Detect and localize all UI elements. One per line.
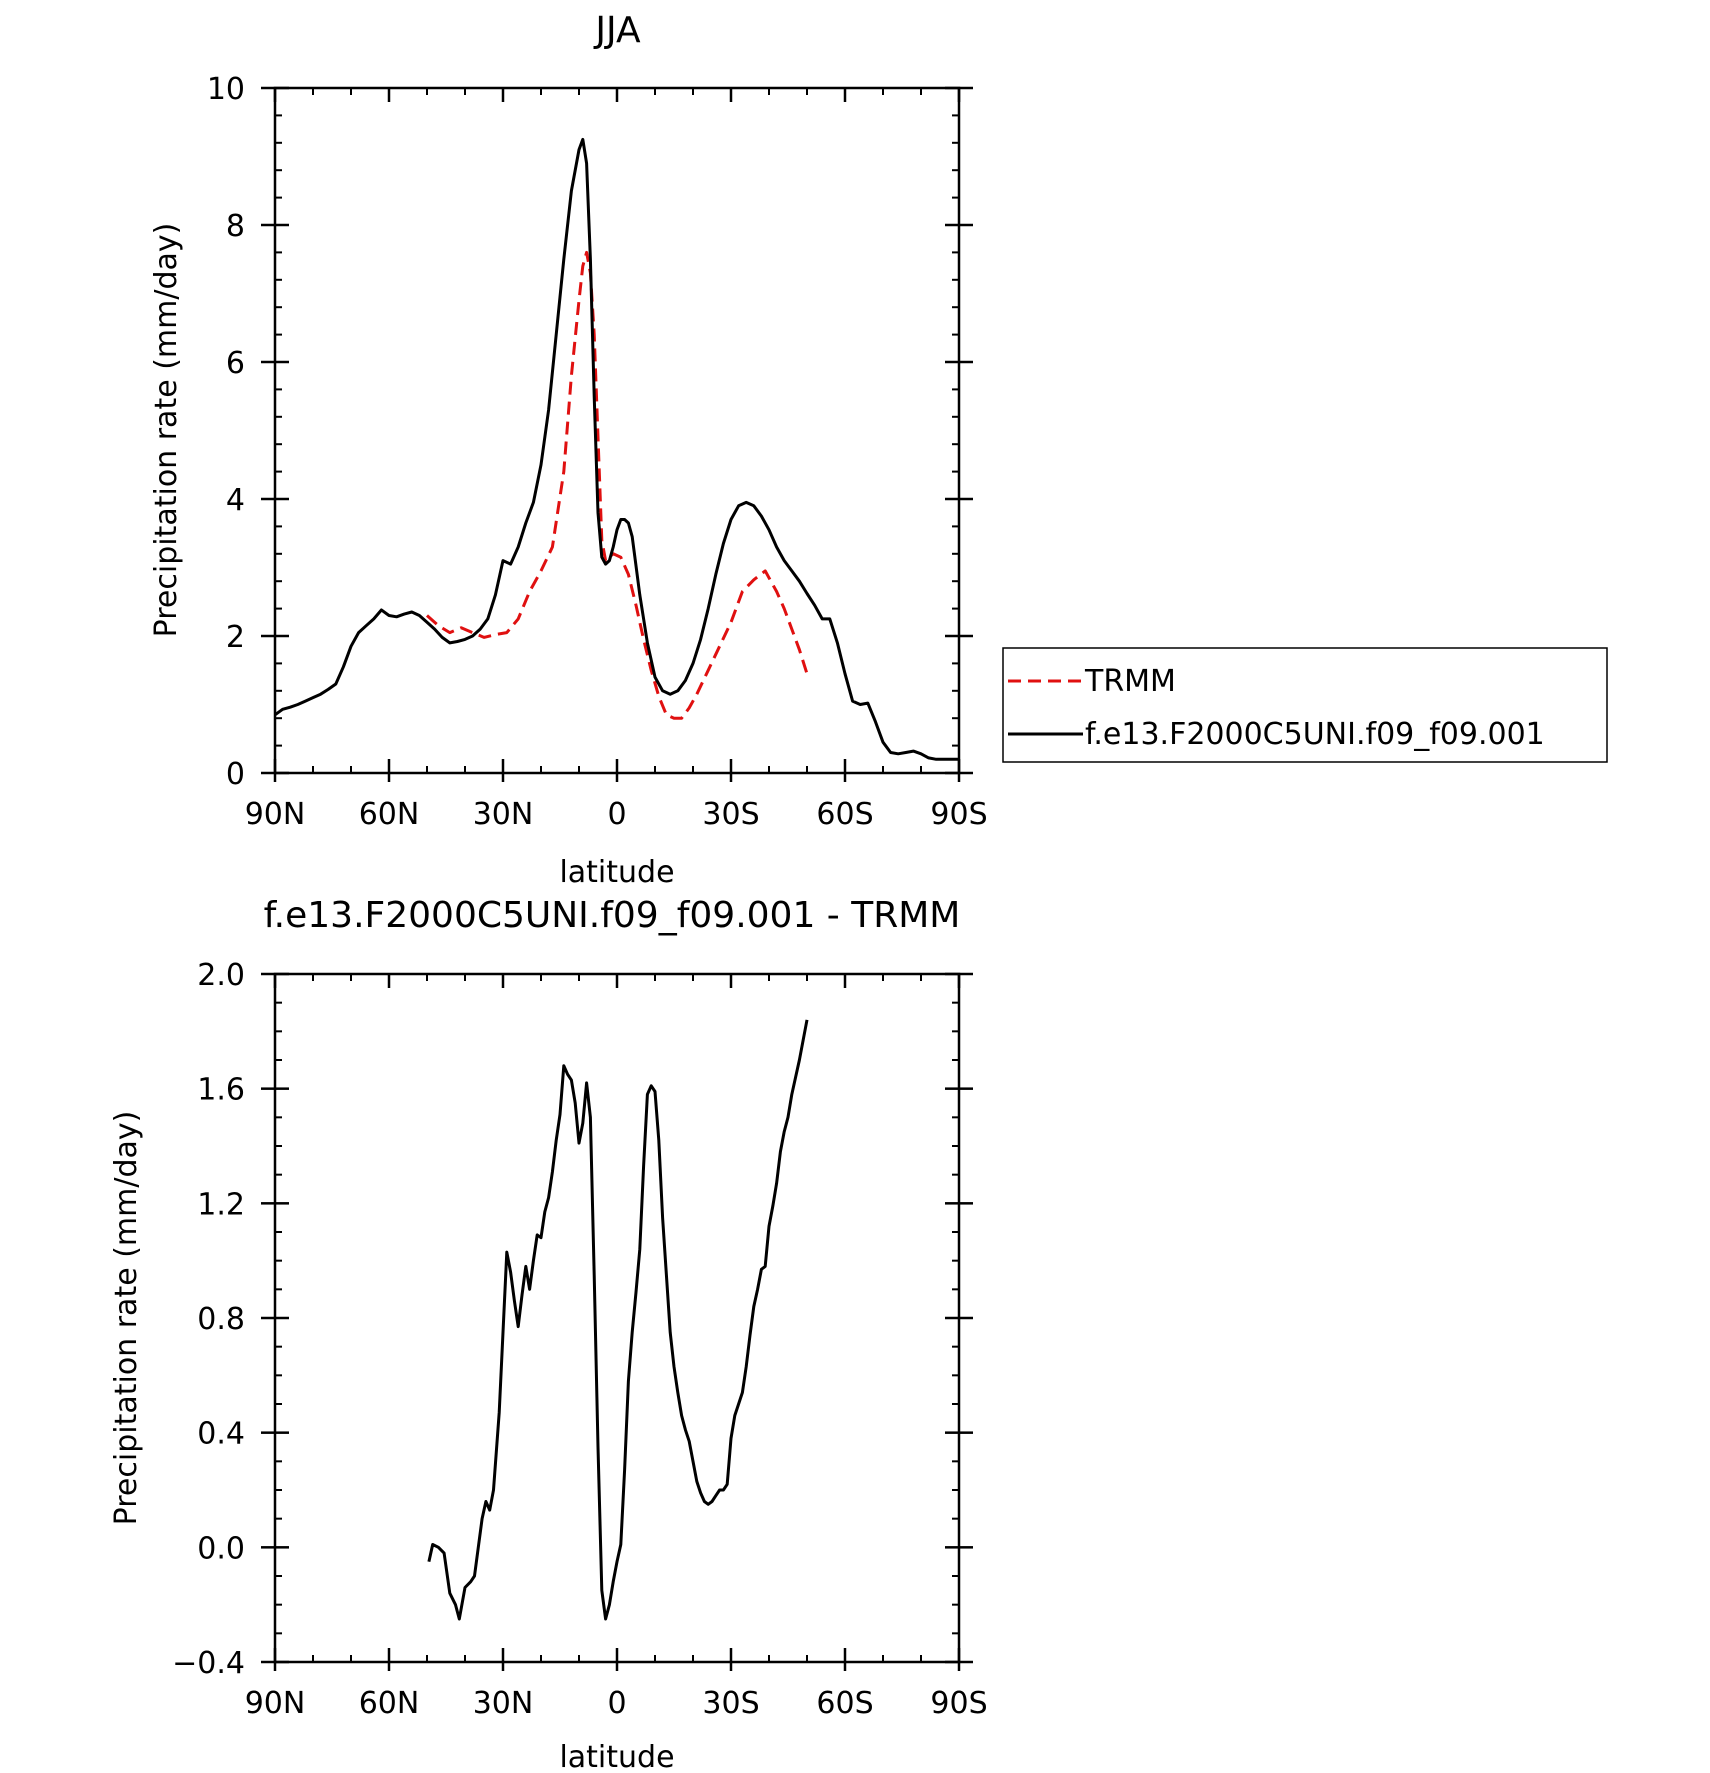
legend: TRMM f.e13.F2000C5UNI.f09_f09.001: [1002, 647, 1608, 763]
x-tick-label: 60S: [816, 797, 873, 832]
y-tick-label: 8: [226, 209, 245, 244]
x-tick-label: 90N: [245, 797, 306, 832]
y-tick-label: 0.0: [197, 1531, 245, 1566]
x-tick-label: 0: [607, 1686, 626, 1721]
series-layer: [274, 137, 959, 761]
x-tick-label: 30S: [702, 797, 759, 832]
y-tick-labels: 0 2 4 6 8 10: [207, 72, 245, 792]
x-tick-label: 60S: [816, 1686, 873, 1721]
x-tick-label: 90N: [245, 1686, 306, 1721]
top-panel: JJA 0 2 4 6 8 10 90N 60N 30N 0 30S 60S 90S Precipit…: [149, 10, 1608, 890]
x-tick-label: 30N: [473, 1686, 534, 1721]
x-axis-label: latitude: [559, 855, 674, 890]
y-tick-label: 2: [226, 620, 245, 655]
legend-label-model: f.e13.F2000C5UNI.f09_f09.001: [1085, 717, 1545, 752]
tick-marks: [261, 86, 973, 782]
y-tick-label: 2.0: [197, 958, 245, 993]
y-tick-label: 1.2: [197, 1187, 245, 1222]
x-tick-label: 60N: [359, 1686, 420, 1721]
x-tick-label: 30S: [702, 1686, 759, 1721]
y-tick-label: −0.4: [172, 1646, 245, 1681]
y-tick-label: 4: [226, 483, 245, 518]
x-tick-label: 60N: [359, 797, 420, 832]
chart-title: JJA: [593, 10, 641, 51]
legend-box: [1002, 647, 1608, 763]
plot-frame: [273, 86, 961, 775]
x-tick-label: 90S: [930, 797, 987, 832]
x-tick-label: 0: [607, 797, 626, 832]
y-tick-label: 0.8: [197, 1302, 245, 1337]
bottom-panel: f.e13.F2000C5UNI.f09_f09.001 - TRMM −0.4…: [109, 895, 988, 1773]
y-tick-label: 1.6: [197, 1073, 245, 1108]
y-tick-label: 0: [226, 757, 245, 792]
tick-marks: [261, 972, 973, 1671]
x-axis-label: latitude: [559, 1740, 674, 1773]
y-tick-label: 6: [226, 346, 245, 381]
series-line-f-e13-f2000c5uni-f09-f09-001: [274, 137, 959, 761]
y-axis-label: Precipitation rate (mm/day): [109, 1111, 144, 1526]
y-axis-label: Precipitation rate (mm/day): [149, 223, 184, 638]
legend-label-trmm: TRMM: [1084, 664, 1176, 699]
series-line-difference: [427, 1019, 809, 1621]
y-tick-label: 0.4: [197, 1417, 245, 1452]
x-tick-labels: 90N 60N 30N 0 30S 60S 90S: [245, 797, 988, 832]
x-tick-label: 30N: [473, 797, 534, 832]
chart-title: f.e13.F2000C5UNI.f09_f09.001 - TRMM: [264, 895, 961, 936]
x-tick-label: 90S: [930, 1686, 987, 1721]
series-layer: [427, 1019, 809, 1621]
series-line-trmm: [425, 250, 809, 720]
x-tick-labels: 90N 60N 30N 0 30S 60S 90S: [245, 1686, 988, 1721]
y-tick-label: 10: [207, 72, 245, 107]
y-tick-labels: −0.4 0.0 0.4 0.8 1.2 1.6 2.0: [172, 958, 245, 1681]
